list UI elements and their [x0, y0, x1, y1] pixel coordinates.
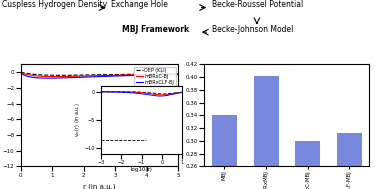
- Bar: [212, 115, 237, 189]
- OEP (KLI): [171, 73, 176, 75]
- Bar: [254, 76, 279, 189]
- OEP (KLI): [27, 73, 31, 75]
- Bar: [337, 133, 362, 189]
- OEP (KLI): [18, 71, 23, 73]
- OEP (KLI): [91, 74, 96, 76]
- mBRxC-BJ: [176, 73, 180, 75]
- mBRxC-BJ: [171, 73, 176, 75]
- mBRxCLF-BJ: [171, 74, 176, 76]
- mBRxCLF-BJ: [46, 77, 51, 79]
- Text: Cuspless Hydrogen Density: Cuspless Hydrogen Density: [2, 0, 107, 9]
- mBRxCLF-BJ: [95, 75, 100, 78]
- X-axis label: log10(r): log10(r): [130, 167, 153, 172]
- OEP (KLI): [95, 74, 100, 76]
- mBRxCLF-BJ: [18, 71, 23, 74]
- X-axis label: r (in a.u.): r (in a.u.): [83, 183, 116, 189]
- mBRxC-BJ: [142, 74, 147, 76]
- Bar: [295, 141, 320, 189]
- mBRxC-BJ: [18, 71, 23, 73]
- Text: Becke-Johnson Model: Becke-Johnson Model: [212, 25, 293, 34]
- Y-axis label: $v_{xc}$(r) (in a.u.): $v_{xc}$(r) (in a.u.): [73, 103, 82, 137]
- mBRxC-BJ: [91, 75, 96, 77]
- mBRxC-BJ: [95, 74, 100, 77]
- mBRxCLF-BJ: [27, 76, 31, 78]
- mBRxCLF-BJ: [176, 74, 180, 76]
- mBRxC-BJ: [171, 73, 176, 75]
- OEP (KLI): [171, 73, 176, 75]
- Line: OEP (KLI): OEP (KLI): [21, 72, 178, 75]
- OEP (KLI): [58, 74, 63, 76]
- Text: Exchange Hole: Exchange Hole: [111, 0, 168, 9]
- Line: mBRxC-BJ: mBRxC-BJ: [21, 72, 178, 77]
- mBRxC-BJ: [53, 75, 57, 78]
- Line: mBRxCLF-BJ: mBRxCLF-BJ: [21, 73, 178, 78]
- mBRxCLF-BJ: [142, 74, 147, 76]
- OEP (KLI): [142, 73, 147, 75]
- OEP (KLI): [176, 73, 180, 75]
- mBRxCLF-BJ: [171, 74, 176, 76]
- mBRxC-BJ: [27, 74, 31, 76]
- Text: Becke-Roussel Potential: Becke-Roussel Potential: [212, 0, 303, 9]
- mBRxCLF-BJ: [91, 76, 96, 78]
- Legend: OEP (KLI), mBRxC-BJ, mBRxCLF-BJ: OEP (KLI), mBRxC-BJ, mBRxCLF-BJ: [134, 67, 176, 86]
- Text: MBJ Framework: MBJ Framework: [122, 25, 189, 34]
